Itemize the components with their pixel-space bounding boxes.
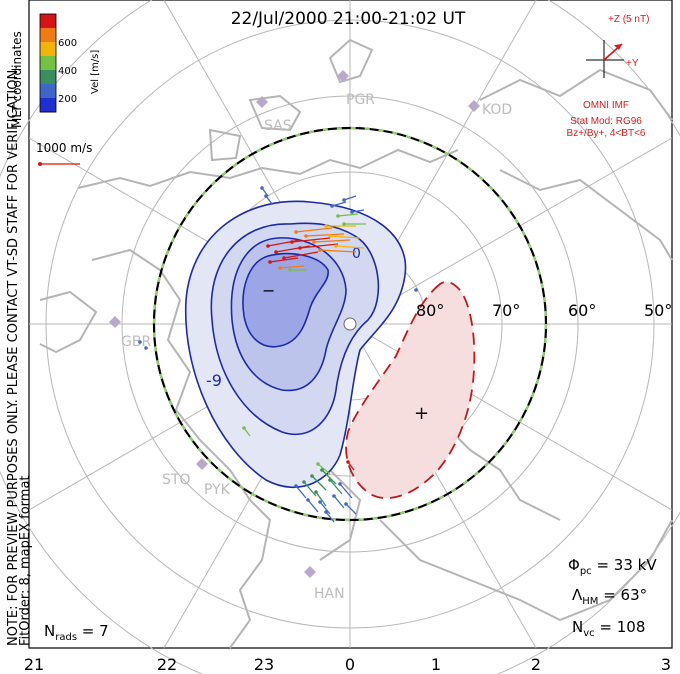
- mlt-3: 3: [661, 655, 671, 674]
- colorbar-tick-400: 400: [58, 66, 77, 77]
- colorbar-tick-600: 600: [58, 38, 77, 49]
- vector-scale-dot: [38, 162, 42, 166]
- positive-cell: [345, 281, 476, 499]
- lat-label-50: 50°: [644, 301, 672, 320]
- station-labels: PGR KOD SAS GBR STO PYK HAN: [121, 92, 512, 602]
- mlt-2: 2: [531, 655, 541, 674]
- imf-y-label: +Y: [626, 58, 639, 69]
- imf-source: OMNI IMF: [583, 100, 629, 111]
- station-pgr: PGR: [346, 92, 375, 108]
- station-kod: KOD: [482, 102, 512, 118]
- preview-note: NOTE: FOR PREVIEW PURPOSES ONLY. PLEASE …: [6, 66, 21, 646]
- fit-order-note: FitOrder: 8, mapEX format: [18, 475, 33, 646]
- contour-label-zero: 0: [352, 246, 361, 262]
- colorbar-label: Vel [m/s]: [90, 50, 101, 94]
- mlt-22: 22: [157, 655, 177, 674]
- velocity-vectors-north: [261, 187, 366, 271]
- station-markers: [109, 70, 480, 578]
- colorbar-segment: [40, 84, 56, 99]
- colorbar-segment: [40, 42, 56, 57]
- imf-dial: [586, 40, 624, 78]
- coord-label: MLT coordinates: [10, 31, 24, 128]
- colorbar-border: [39, 13, 57, 113]
- colorbar-segment: [40, 28, 56, 43]
- mlt-labels: 21 22 23 0 1 2 3: [24, 655, 671, 674]
- stat-lambda-hm: ΛHM = 63°: [572, 586, 647, 607]
- station-pyk: PYK: [204, 482, 231, 498]
- imf-condition: Bz+/By+, 4<BT<6: [567, 128, 646, 139]
- stat-nrads: Nrads = 7: [44, 622, 109, 643]
- potential-max-marker: +: [414, 403, 429, 424]
- station-sas: SAS: [264, 118, 292, 134]
- negative-cell: [184, 200, 407, 489]
- station-han: HAN: [314, 586, 345, 602]
- station-gbr: GBR: [121, 334, 151, 350]
- colorbar-segment: [40, 70, 56, 85]
- colorbar-segment: [40, 98, 56, 113]
- stat-phi-pc: Φpc = 33 kV: [568, 556, 657, 577]
- mlt-1: 1: [431, 655, 441, 674]
- mlt-21: 21: [24, 655, 44, 674]
- stat-model: Stat Mod: RG96: [570, 116, 642, 127]
- latitude-labels: 80° 70° 60° 50°: [416, 301, 672, 320]
- mlt-0: 0: [345, 655, 355, 674]
- hm-boundary-dashes: [152, 126, 548, 522]
- colorbar-segment: [40, 14, 56, 29]
- lat-label-60: 60°: [568, 301, 596, 320]
- velocity-colorbar: [39, 13, 57, 113]
- colorbar-ticks: 600 400 200: [58, 38, 77, 105]
- colorbar-tick-200: 200: [58, 94, 77, 105]
- map-title: 22/Jul/2000 21:00-21:02 UT: [231, 9, 466, 29]
- colorbar-segment: [40, 56, 56, 71]
- velocity-vector-heads-north: [138, 186, 418, 350]
- stat-nvc: Nvc = 108: [572, 618, 645, 639]
- pole-marker: [343, 317, 357, 331]
- lat-label-80: 80°: [416, 301, 444, 320]
- vector-scale-label: 1000 m/s: [36, 141, 92, 155]
- velocity-vector-heads-south: [242, 426, 350, 514]
- imf-z-label: +Z (5 nT): [608, 14, 649, 25]
- lat-label-70: 70°: [492, 301, 520, 320]
- mlt-23: 23: [254, 655, 274, 674]
- station-sto: STO: [162, 472, 190, 488]
- potential-min-marker: −: [262, 281, 275, 300]
- contour-label-negative: -9: [206, 371, 222, 390]
